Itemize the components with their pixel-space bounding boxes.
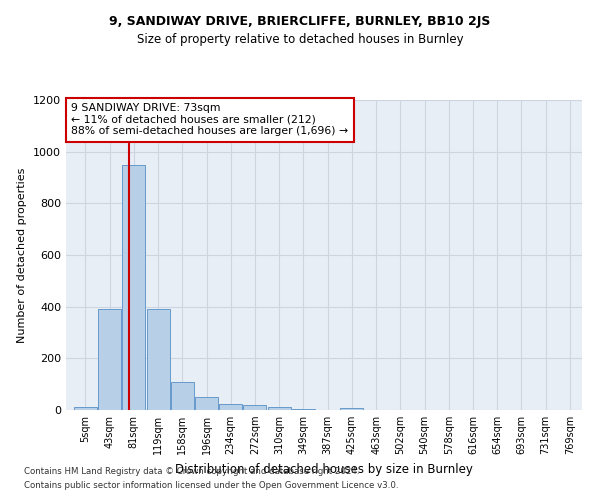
Bar — [340, 408, 364, 410]
Bar — [244, 406, 266, 410]
Bar — [98, 309, 121, 410]
Bar — [219, 404, 242, 410]
Text: 9 SANDIWAY DRIVE: 73sqm
← 11% of detached houses are smaller (212)
88% of semi-d: 9 SANDIWAY DRIVE: 73sqm ← 11% of detache… — [71, 103, 348, 136]
Text: Size of property relative to detached houses in Burnley: Size of property relative to detached ho… — [137, 32, 463, 46]
Bar — [195, 397, 218, 410]
Y-axis label: Number of detached properties: Number of detached properties — [17, 168, 28, 342]
X-axis label: Distribution of detached houses by size in Burnley: Distribution of detached houses by size … — [175, 462, 473, 475]
Bar — [268, 407, 290, 410]
Bar — [122, 164, 145, 410]
Bar — [146, 309, 170, 410]
Bar — [292, 408, 315, 410]
Text: Contains HM Land Registry data © Crown copyright and database right 2024.: Contains HM Land Registry data © Crown c… — [24, 467, 359, 476]
Text: 9, SANDIWAY DRIVE, BRIERCLIFFE, BURNLEY, BB10 2JS: 9, SANDIWAY DRIVE, BRIERCLIFFE, BURNLEY,… — [109, 15, 491, 28]
Bar — [171, 382, 194, 410]
Bar — [74, 407, 97, 410]
Text: Contains public sector information licensed under the Open Government Licence v3: Contains public sector information licen… — [24, 481, 398, 490]
